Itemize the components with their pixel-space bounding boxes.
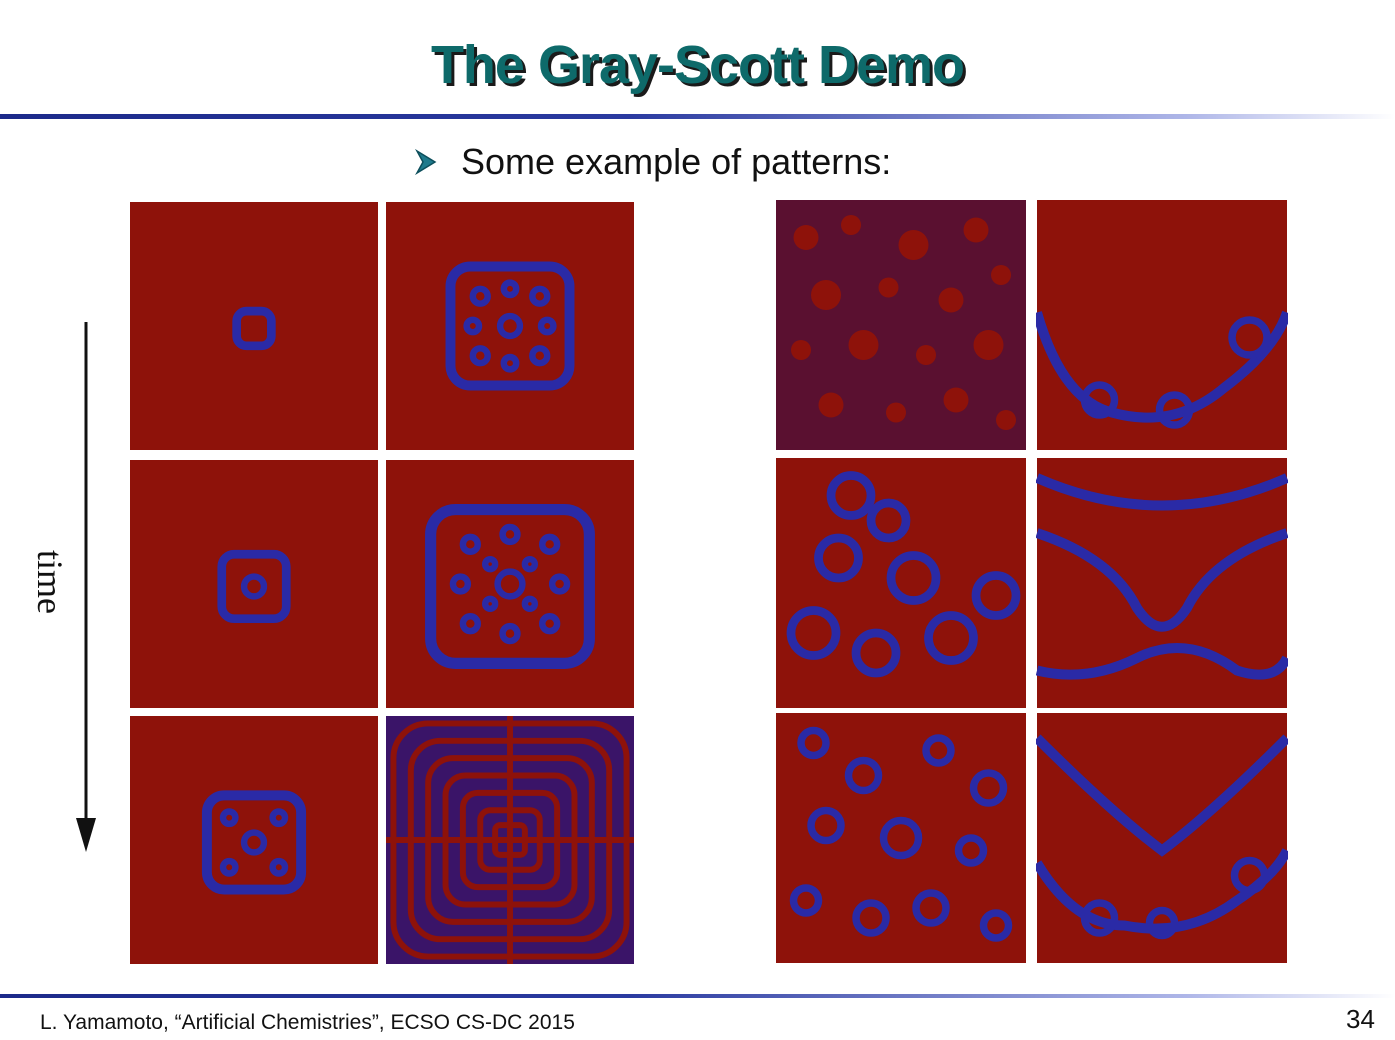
pattern-tile-10 [1036, 458, 1288, 708]
footer-divider [0, 994, 1395, 998]
page-number: 34 [1346, 1004, 1375, 1034]
pattern-tile-6 [386, 716, 634, 964]
slide-title: The Gray-Scott Demo [430, 35, 965, 95]
pattern-tile-1 [130, 202, 378, 450]
pattern-tile-7 [776, 200, 1026, 450]
pattern-tile-12 [1036, 713, 1288, 963]
pattern-tile-4 [386, 460, 634, 708]
pattern-tile-9 [776, 458, 1026, 708]
title-divider [0, 114, 1395, 119]
pattern-tile-5 [130, 716, 378, 964]
bullet-text: Some example of patterns: [461, 141, 892, 182]
pattern-tile-2 [386, 202, 634, 450]
bullet-item: Some example of patterns: [415, 140, 891, 184]
pattern-tile-8 [1036, 200, 1288, 450]
arrowhead-bullet-icon [415, 149, 437, 175]
pattern-tile-3 [130, 460, 378, 708]
time-arrow-icon [76, 322, 96, 852]
time-axis-label: time [30, 550, 70, 614]
footer-citation: L. Yamamoto, “Artificial Chemistries”, E… [40, 1011, 575, 1034]
pattern-tile-11 [776, 713, 1026, 963]
